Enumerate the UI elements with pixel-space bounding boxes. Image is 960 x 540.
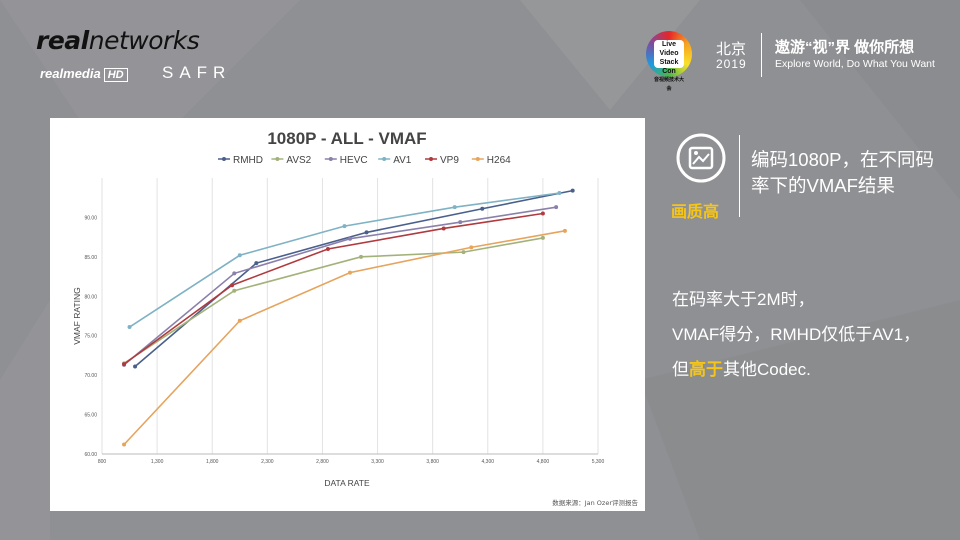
data-point-av1 — [342, 224, 347, 229]
series-line-rmhd — [134, 189, 573, 368]
data-point-h264 — [562, 228, 567, 233]
x-tick-label: 2,300 — [261, 459, 274, 465]
data-point-h264 — [348, 270, 352, 275]
data-point-rmhd — [480, 206, 485, 211]
data-point-av1 — [452, 205, 457, 210]
data-point-hevc — [232, 271, 237, 276]
series-line-hevc — [123, 206, 557, 366]
body-line-2: VMAF得分，RMHD仅低于AV1， — [672, 325, 921, 344]
safr-logo: SAFR — [162, 63, 232, 82]
legend-label: AVS2 — [286, 155, 311, 166]
data-point-h264 — [237, 318, 242, 323]
x-tick-label: 4,800 — [537, 459, 550, 465]
data-point-vp9 — [122, 362, 127, 367]
event-slogan-en: Explore World, Do What You Want — [775, 58, 935, 70]
x-tick-label: 5,300 — [592, 459, 605, 465]
x-tick-label: 800 — [98, 459, 107, 465]
event-logo-line: Live Video — [659, 41, 679, 57]
event-year: 2019 — [716, 57, 747, 71]
x-tick-label: 1,300 — [151, 459, 164, 465]
vmaf-line-chart: 1080P - ALL - VMAF RMHD AVS2 HEVC AV1 VP9 H264… — [72, 129, 638, 507]
realnetworks-logo: realnetworks — [36, 26, 200, 55]
data-point-hevc — [554, 205, 559, 210]
data-point-hevc — [348, 236, 352, 241]
x-tick-label: 4,300 — [482, 459, 495, 465]
event-logo-line: Stack Con — [659, 59, 679, 75]
data-point-av1 — [237, 253, 242, 258]
legend-marker — [328, 157, 333, 161]
legend-marker — [275, 157, 280, 161]
legend-marker — [382, 157, 387, 161]
data-point-vp9 — [540, 211, 545, 216]
data-point-rmhd — [364, 230, 369, 235]
legend-label: H264 — [487, 155, 511, 166]
series-line-avs2 — [123, 237, 544, 364]
legend-label: AV1 — [393, 155, 412, 166]
chart-source: 数据来源：Jan Ozer评测报告 — [552, 498, 638, 507]
data-point-avs2 — [461, 250, 466, 255]
data-point-rmhd — [254, 261, 259, 266]
realmedia-hd-logo: realmedia HD — [40, 66, 128, 82]
legend-label: HEVC — [340, 155, 368, 166]
x-tick-label: 3,300 — [371, 459, 384, 465]
event-city: 北京 — [716, 41, 747, 58]
data-point-h264 — [469, 245, 474, 250]
legend-marker — [429, 157, 433, 161]
x-tick-label: 1,800 — [206, 459, 219, 465]
x-tick-label: 3,800 — [426, 459, 439, 465]
data-point-avs2 — [359, 254, 364, 259]
data-point-vp9 — [325, 246, 330, 251]
callout-title: 编码1080P，在不同码率下的VMAF结果 — [751, 149, 934, 196]
legend-label: RMHD — [233, 155, 263, 166]
legend-label: VP9 — [440, 155, 459, 166]
event-slogan: 遨游“视”界 做你所想 — [775, 39, 915, 56]
body-line-1: 在码率大于2M时， — [672, 290, 815, 309]
divider — [761, 33, 762, 77]
data-point-hevc — [458, 220, 463, 225]
data-point-h264 — [122, 442, 127, 447]
y-tick-label: 70.00 — [84, 373, 97, 379]
picture-quality-icon — [676, 133, 726, 183]
data-point-av1 — [557, 190, 562, 195]
highlight-text: 高于 — [689, 360, 723, 379]
data-point-vp9 — [230, 283, 235, 288]
legend-marker — [475, 157, 480, 161]
y-tick-label: 80.00 — [84, 294, 97, 300]
data-point-avs2 — [540, 235, 545, 240]
chart-panel: 1080P - ALL - VMAF RMHD AVS2 HEVC AV1 VP9 H264… — [50, 118, 645, 511]
y-tick-label: 60.00 — [84, 452, 97, 458]
y-axis-label: VMAF RATING — [72, 287, 82, 344]
x-axis-label: DATA RATE — [324, 478, 370, 488]
data-point-avs2 — [232, 288, 237, 293]
body-text: 在码率大于2M时， VMAF得分，RMHD仅低于AV1， 但高于其他Codec. — [672, 282, 952, 387]
event-logo: Live Video Stack Con 音视频技术大会 — [646, 31, 692, 92]
data-point-vp9 — [441, 226, 446, 231]
event-logo-line: 音视频技术大会 — [654, 77, 685, 92]
y-tick-label: 85.00 — [84, 255, 97, 261]
callout-caption: 画质高 — [671, 204, 720, 221]
data-point-rmhd — [570, 188, 575, 193]
series-line-h264 — [123, 230, 566, 446]
y-tick-label: 90.00 — [84, 215, 97, 221]
y-tick-label: 65.00 — [84, 413, 97, 419]
x-tick-label: 2,800 — [316, 459, 329, 465]
y-tick-label: 75.00 — [84, 334, 97, 340]
data-point-rmhd — [133, 364, 138, 369]
legend-marker — [222, 157, 226, 161]
divider — [739, 135, 740, 217]
body-line-3: 但高于其他Codec. — [672, 360, 811, 379]
data-point-av1 — [127, 325, 132, 330]
chart-title: 1080P - ALL - VMAF — [267, 129, 426, 148]
